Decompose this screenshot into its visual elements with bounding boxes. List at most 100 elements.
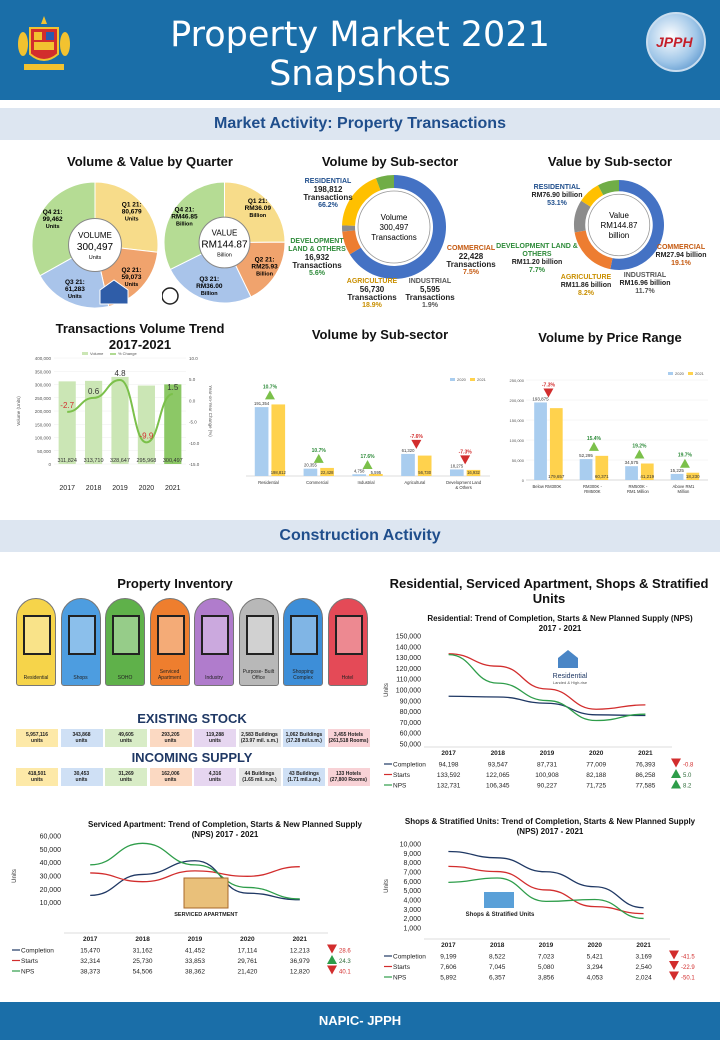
change-label: 10.7% (263, 384, 278, 390)
y-tick-label: 150,000 (35, 422, 52, 427)
y-tick-label: 130,000 (396, 655, 421, 662)
bar-2021 (369, 473, 383, 476)
series-line-Starts (448, 653, 646, 710)
bar-value-label: 22,428 (321, 470, 334, 475)
pie-slice-value: RM46.85 (171, 214, 198, 221)
stock-cell: 3,455 Hotels (261,518 Rooms) (327, 729, 370, 747)
x-tick-label: 2018 (491, 750, 506, 757)
stock-unit: units (75, 777, 88, 783)
legend-2021: 2021 (477, 377, 487, 382)
bar-value-label: 52,295 (579, 453, 593, 458)
val-agri-label: AGRICULTURE RM11.86 billion 8.2% (560, 274, 612, 297)
bar-2021 (686, 472, 700, 480)
inventory-card-label: Shops (73, 675, 88, 681)
bar-2020 (449, 469, 464, 476)
stock-value: 119,288 (206, 732, 224, 738)
stock-cell: 49,605 units (105, 729, 147, 747)
y-tick-label: 120,000 (396, 666, 421, 673)
building-icon (245, 615, 274, 655)
bar-value-label: 179,657 (548, 474, 565, 479)
y-tick-label: 9,000 (403, 851, 421, 858)
donut-slice-4 (597, 180, 619, 196)
trend-bar (85, 380, 103, 464)
pie-slice-label: Q4 21: (43, 209, 63, 216)
y-axis-label: Units (384, 879, 390, 893)
val-industrial-label: INDUSTRIAL RM16.96 billion 11.7% (619, 272, 671, 295)
stock-value: 49,605 (118, 732, 134, 738)
val-devland-label: DEVELOPMENT LAND & OTHERS RM11.20 billio… (496, 243, 578, 274)
series-line-NPS (90, 842, 300, 900)
vv-quarter-title: Volume & Value by Quarter (67, 154, 233, 169)
y-tick-label: 70,000 (400, 720, 422, 727)
transactions-trend-chart: 0 50,000 100,000 150,000 200,000 250,000 300,0… (16, 352, 213, 492)
donut-slice-0 (610, 180, 664, 270)
pie-slice-label: Q2 21: (122, 267, 142, 274)
pct-change-label: -9.9 (140, 431, 154, 440)
donut-slice-3 (581, 185, 604, 207)
x-tick-label: & Others (455, 485, 472, 490)
stock-unit: units (31, 738, 43, 744)
y-tick-label: 150,000 (510, 418, 525, 423)
series-name: NPS (393, 783, 407, 790)
inventory-card: Shops (60, 598, 101, 686)
x-tick-label: 2020 (139, 485, 155, 492)
stock-unit: (17.28 mil.s.m.) (286, 738, 322, 744)
table-cell: 5,421 (587, 954, 604, 961)
x-tick-label: 2021 (293, 936, 308, 943)
table-cell: 38,373 (80, 969, 100, 976)
building-icon (156, 615, 185, 655)
change-label: -7.6% (410, 434, 424, 440)
table-cell: 12,820 (290, 969, 310, 976)
pie-slice-label: Q2 21: (255, 256, 275, 263)
series-line-Starts (448, 865, 644, 915)
y-tick-label: 150,000 (396, 634, 421, 641)
sa-trend-title: Serviced Apartment: Trend of Completion,… (88, 820, 362, 839)
donut-slice-4 (375, 175, 394, 191)
annotation-sublabel: Landed & High-rise (553, 680, 588, 685)
change-label: 15.4% (587, 436, 602, 442)
y-tick-label: 0 (522, 478, 525, 483)
resi-heading: Residential, Serviced Apartment, Shops &… (389, 576, 709, 606)
stock-value: 30,453 (73, 771, 90, 777)
x-tick-label: 2018 (490, 942, 505, 949)
y-tick-label: 300,000 (35, 383, 52, 388)
y-tick-label: 100,000 (396, 688, 421, 695)
change-up-icon (327, 955, 337, 964)
bar-2020 (579, 459, 593, 480)
stock-unit: (23.97 mil. s.m.) (240, 738, 279, 744)
pie-center-label: VALUE (212, 229, 238, 238)
table-cell: 94,198 (439, 762, 459, 769)
trend-title: Transactions Volume Trend 2017-2021 (55, 321, 225, 352)
pie-center-unit: Units (89, 255, 102, 261)
bar-value-label: 18,275 (450, 463, 463, 468)
y-tick-label: 200,000 (35, 409, 52, 414)
inventory-card: Industry (194, 598, 234, 686)
table-cell: 86,258 (635, 772, 655, 779)
bar-value-label: 60,371 (595, 474, 609, 479)
donut-slice-1 (574, 230, 613, 270)
series-line-NPS (448, 877, 644, 920)
pie-slice-value: RM36.09 (245, 205, 272, 212)
x-tick-label: 2019 (112, 485, 128, 492)
x-tick-label: 2021 (638, 750, 653, 757)
y-tick-label: 3,000 (403, 907, 421, 914)
annotation-label: Residential (553, 673, 588, 680)
inventory-card: Hotel (327, 598, 368, 686)
y-tick-label: 10,000 (400, 842, 422, 849)
donut-center-label: Value (609, 211, 629, 220)
table-cell: 36,979 (290, 958, 310, 965)
series-name: Starts (393, 772, 411, 779)
series-line-Completion (90, 860, 300, 901)
stock-unit: units (31, 777, 43, 783)
table-cell: 25,730 (133, 958, 153, 965)
x-tick-label: Million (677, 489, 690, 494)
change-label: 8.2 (683, 784, 692, 790)
table-cell: 7,606 (440, 964, 457, 971)
y2-tick-label: -15.0 (189, 462, 200, 467)
stock-unit: units (120, 777, 132, 783)
donut-center-unit: billion (609, 231, 629, 240)
change-label: -22.9 (681, 965, 695, 971)
pie-slice-value: 99,462 (43, 216, 63, 223)
table-cell: 4,053 (587, 975, 604, 982)
y2-tick-label: -5.0 (189, 420, 197, 425)
